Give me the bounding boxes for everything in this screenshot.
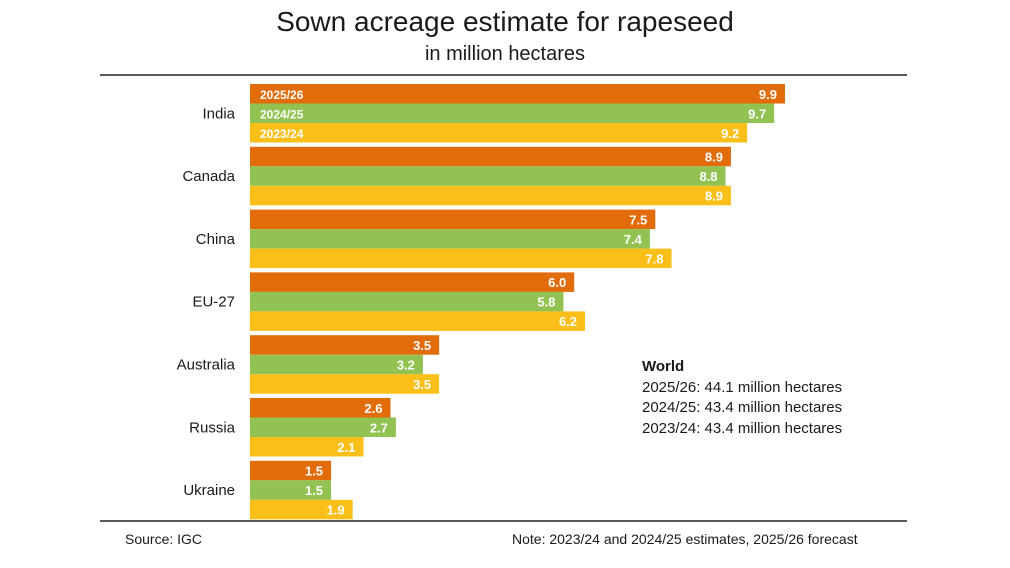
- value-label-eu-27-2025-26: 6.0: [548, 275, 566, 290]
- value-label-russia-2023-24: 2.1: [337, 440, 355, 455]
- series-label-2023-24: 2023/24: [260, 127, 304, 141]
- value-label-russia-2024-25: 2.7: [370, 420, 388, 435]
- bar-eu-27-2023-24: [250, 311, 586, 331]
- footnote: Note: 2023/24 and 2024/25 estimates, 202…: [512, 531, 858, 547]
- value-label-australia-2023-24: 3.5: [413, 377, 431, 392]
- series-label-2024-25: 2024/25: [260, 107, 304, 121]
- bar-india-2023-24: [250, 123, 748, 143]
- category-label-china: China: [196, 231, 236, 248]
- value-label-canada-2024-25: 8.8: [699, 169, 717, 184]
- value-label-ukraine-2023-24: 1.9: [327, 503, 345, 518]
- bar-australia-2024-25: [250, 354, 423, 375]
- category-label-australia: Australia: [177, 356, 236, 373]
- source-note: Source: IGC: [125, 531, 203, 547]
- world-summary: World 2025/26: 44.1 million hectares 202…: [642, 357, 842, 439]
- series-label-2025-26: 2025/26: [260, 88, 304, 102]
- value-label-ukraine-2024-25: 1.5: [305, 483, 323, 498]
- bar-eu-27-2024-25: [250, 291, 564, 312]
- value-label-india-2023-24: 9.2: [721, 126, 739, 141]
- value-label-eu-27-2024-25: 5.8: [537, 295, 555, 310]
- world-line-2023-24: 2023/24: 43.4 million hectares: [642, 419, 843, 437]
- value-label-ukraine-2025-26: 1.5: [305, 464, 323, 479]
- bar-russia-2025-26: [250, 398, 391, 418]
- value-label-india-2024-25: 9.7: [748, 106, 766, 121]
- bar-australia-2023-24: [250, 374, 440, 394]
- world-title: World: [642, 358, 685, 375]
- category-label-canada: Canada: [182, 168, 235, 185]
- world-line-2025-26: 2025/26: 44.1 million hectares: [642, 378, 843, 396]
- bar-china-2025-26: [250, 209, 656, 230]
- category-label-eu-27: EU-27: [192, 294, 235, 311]
- value-label-australia-2025-26: 3.5: [413, 338, 431, 353]
- bar-china-2023-24: [250, 248, 672, 269]
- world-line-2024-25: 2024/25: 43.4 million hectares: [642, 399, 843, 416]
- chart-title: Sown acreage estimate for rapeseed: [276, 6, 734, 37]
- bar-russia-2023-24: [250, 437, 364, 457]
- bar-ukraine-2023-24: [250, 499, 353, 520]
- category-label-india: India: [202, 105, 235, 122]
- value-label-canada-2025-26: 8.9: [705, 150, 723, 165]
- bar-india-2025-26: [250, 84, 785, 104]
- category-label-russia: Russia: [189, 419, 236, 436]
- bar-ukraine-2025-26: [250, 460, 332, 481]
- bar-canada-2023-24: [250, 185, 731, 206]
- bars-layer: India 9.9 2025/26 9.7 2024/25 9.2 2023/24 Canad…: [177, 84, 785, 520]
- chart-subtitle: in million hectares: [424, 43, 586, 65]
- value-label-australia-2024-25: 3.2: [397, 357, 415, 372]
- value-label-china-2024-25: 7.4: [624, 232, 643, 247]
- value-label-canada-2023-24: 8.9: [705, 189, 723, 204]
- bar-ukraine-2024-25: [250, 480, 332, 500]
- category-label-ukraine: Ukraine: [183, 482, 235, 499]
- bar-australia-2025-26: [250, 335, 440, 355]
- bar-canada-2025-26: [250, 146, 731, 167]
- bar-china-2024-25: [250, 229, 650, 249]
- bar-russia-2024-25: [250, 417, 396, 437]
- value-label-eu-27-2023-24: 6.2: [559, 314, 577, 329]
- bar-canada-2024-25: [250, 166, 726, 186]
- bar-eu-27-2025-26: [250, 272, 575, 292]
- value-label-india-2025-26: 9.9: [759, 87, 777, 102]
- value-label-russia-2025-26: 2.6: [364, 401, 382, 416]
- bar-india-2024-25: [250, 103, 775, 123]
- value-label-china-2023-24: 7.8: [645, 251, 663, 266]
- value-label-china-2025-26: 7.5: [629, 212, 647, 227]
